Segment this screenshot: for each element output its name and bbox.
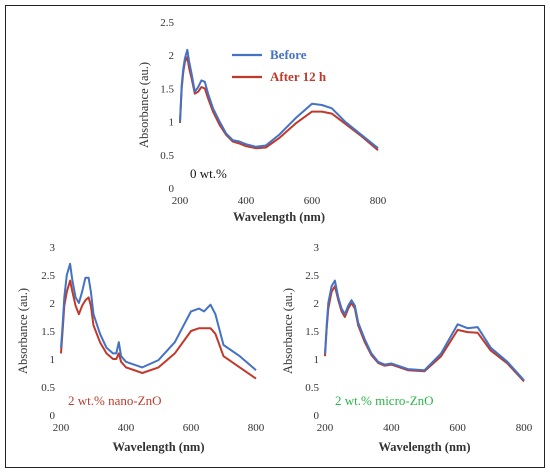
legend-label: Before	[270, 47, 307, 62]
panel-annotation: 0 wt.%	[190, 166, 227, 181]
y-tick-label: 1.5	[41, 326, 55, 338]
y-tick-label: 1	[314, 354, 320, 366]
y-tick-label: 2.5	[41, 270, 55, 282]
x-tick-label: 800	[370, 195, 387, 207]
y-tick-label: 1	[169, 117, 175, 129]
x-tick-label: 400	[383, 422, 400, 434]
x-axis-title: Wavelength (nm)	[378, 440, 470, 454]
series-line-before	[324, 279, 525, 381]
y-tick-label: 2	[314, 298, 320, 310]
x-tick-label: 200	[172, 195, 189, 207]
y-tick-label: 2.5	[160, 17, 174, 29]
y-tick-label: 1	[50, 354, 56, 366]
y-tick-label: 0.5	[305, 382, 319, 394]
x-tick-label: 800	[248, 422, 265, 434]
series-line-before	[179, 48, 379, 149]
chart-panel-2: 200 400 600 800 0 0.5 1 1.5 2 2.5 3 Wavelength (nm)…	[16, 242, 265, 454]
x-tick-label: 600	[304, 195, 321, 207]
y-tick-label: 3	[314, 242, 320, 254]
x-tick-label: 800	[516, 422, 533, 434]
legend-label: After 12 h	[270, 69, 327, 84]
x-tick-label: 200	[53, 422, 70, 434]
x-axis-title: Wavelength (nm)	[112, 440, 204, 454]
y-tick-label: 0	[169, 183, 175, 195]
chart-panel-3: 200 400 600 800 0 0.5 1 1.5 2 2.5 3 Wavelength (nm)…	[281, 242, 533, 454]
y-tick-label: 2	[50, 298, 56, 310]
y-tick-label: 3	[50, 242, 56, 254]
x-tick-label: 400	[118, 422, 135, 434]
x-axis-title: Wavelength (nm)	[233, 210, 325, 224]
y-tick-label: 0.5	[160, 150, 174, 162]
y-axis-title: Absorbance (au.)	[16, 288, 30, 374]
figure-frame	[5, 5, 545, 468]
panel-annotation: 2 wt.% nano-ZnO	[68, 393, 162, 408]
series-line-after	[179, 56, 379, 151]
x-tick-label: 200	[317, 422, 334, 434]
y-axis-title: Absorbance (au.)	[137, 62, 151, 148]
x-tick-label: 400	[238, 195, 255, 207]
x-tick-label: 600	[183, 422, 200, 434]
y-axis-title: Absorbance (au.)	[281, 288, 295, 374]
series-line-after	[324, 285, 525, 383]
y-tick-label: 2.5	[305, 270, 319, 282]
series-line-after	[60, 279, 257, 380]
y-tick-label: 1.5	[305, 326, 319, 338]
y-tick-label: 0	[50, 410, 56, 422]
x-tick-label: 600	[449, 422, 466, 434]
chart-panel-1: 200 400 600 800 0 0.5 1 1.5 2 2.5 Wavelength (nm) A…	[137, 17, 387, 224]
y-tick-label: 0.5	[41, 382, 55, 394]
y-tick-label: 2	[169, 50, 175, 62]
series-line-before	[60, 262, 257, 371]
y-tick-label: 0	[314, 410, 320, 422]
panel-annotation: 2 wt.% micro-ZnO	[335, 393, 434, 408]
y-tick-label: 1.5	[160, 83, 174, 95]
